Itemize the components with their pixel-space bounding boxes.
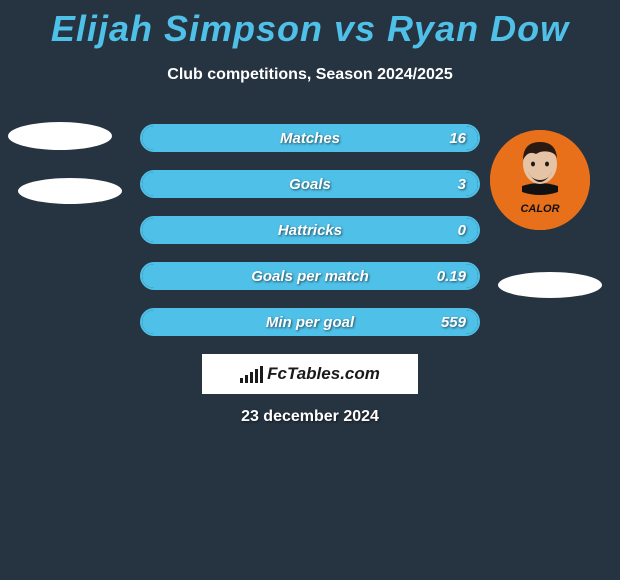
- stat-row-hattricks: Hattricks 0: [140, 216, 480, 244]
- stat-label: Matches: [280, 126, 340, 150]
- player1-avatar-placeholder: [8, 122, 112, 150]
- stat-value-right: 16: [449, 126, 466, 150]
- snapshot-date: 23 december 2024: [0, 408, 620, 426]
- stat-value-right: 3: [458, 172, 466, 196]
- stat-value-right: 0: [458, 218, 466, 242]
- player1-name: Elijah Simpson: [51, 8, 323, 49]
- stat-label: Hattricks: [278, 218, 342, 242]
- comparison-title: Elijah Simpson vs Ryan Dow: [0, 0, 620, 50]
- logo-text-rest: Tables.com: [287, 364, 380, 383]
- player2-label-placeholder: [498, 272, 602, 298]
- stat-value-right: 0.19: [437, 264, 466, 288]
- stat-value-right: 559: [441, 310, 466, 334]
- fctables-logo: FcTables.com: [202, 354, 418, 394]
- subtitle: Club competitions, Season 2024/2025: [0, 66, 620, 84]
- vs-text: vs: [334, 8, 376, 49]
- stat-label: Goals: [289, 172, 331, 196]
- logo-text: FcTables.com: [267, 364, 380, 384]
- stat-label: Goals per match: [251, 264, 369, 288]
- stat-label: Min per goal: [266, 310, 354, 334]
- logo-bars-icon: [240, 365, 263, 383]
- player2-avatar: CALOR: [490, 130, 590, 230]
- svg-text:CALOR: CALOR: [520, 203, 559, 215]
- stats-container: Matches 16 Goals 3 Hattricks 0 Goals per…: [140, 124, 480, 354]
- stat-row-goals: Goals 3: [140, 170, 480, 198]
- stat-row-matches: Matches 16: [140, 124, 480, 152]
- logo-text-prefix: Fc: [267, 364, 287, 383]
- player1-label-placeholder: [18, 178, 122, 204]
- stat-row-goals-per-match: Goals per match 0.19: [140, 262, 480, 290]
- player2-name: Ryan Dow: [387, 8, 569, 49]
- stat-row-min-per-goal: Min per goal 559: [140, 308, 480, 336]
